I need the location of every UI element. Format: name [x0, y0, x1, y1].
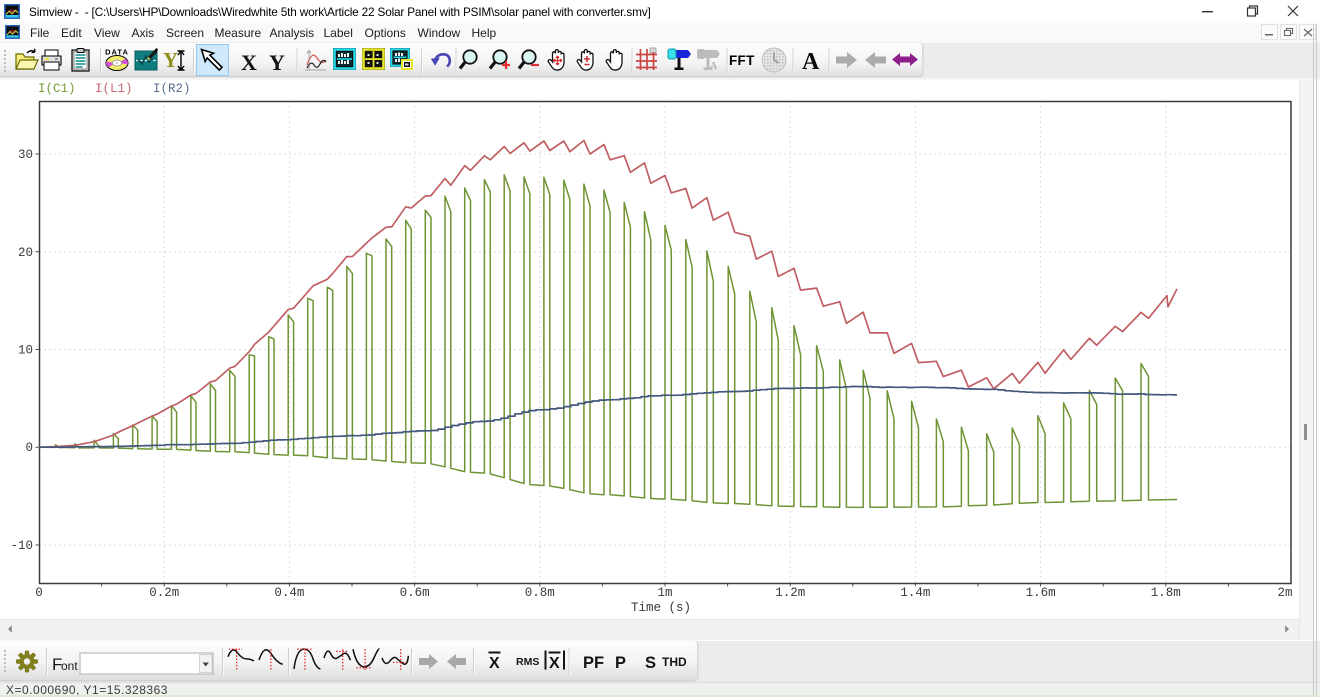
svg-text:A: A [710, 61, 718, 72]
svg-text:0: 0 [25, 441, 33, 455]
svg-text:F: F [52, 655, 62, 674]
svg-text:0.8m: 0.8m [525, 586, 555, 600]
svg-text:0.6m: 0.6m [400, 586, 430, 600]
svg-text:X: X [489, 655, 500, 672]
svg-text:Time (s): Time (s) [631, 601, 691, 615]
svg-text:2m: 2m [1277, 586, 1292, 600]
svg-text:A: A [802, 49, 820, 75]
svg-text:20: 20 [18, 246, 33, 260]
svg-text:0.2m: 0.2m [149, 586, 179, 600]
svg-text:S: S [645, 654, 656, 672]
svg-text:1.2m: 1.2m [775, 586, 805, 600]
svg-text:1.6m: 1.6m [1026, 586, 1056, 600]
svg-text:Y: Y [269, 50, 285, 75]
svg-text:DATA: DATA [105, 48, 129, 57]
svg-text:PF: PF [583, 654, 604, 672]
svg-text:30: 30 [18, 148, 33, 162]
svg-text:ont: ont [61, 659, 78, 673]
svg-text:10: 10 [18, 344, 33, 358]
svg-text:P: P [615, 654, 626, 672]
svg-text:0: 0 [35, 586, 43, 600]
svg-text:1.4m: 1.4m [900, 586, 930, 600]
svg-text:0.4m: 0.4m [274, 586, 304, 600]
svg-text:1.8m: 1.8m [1151, 586, 1181, 600]
svg-text:RMS: RMS [516, 656, 539, 668]
svg-text:1m: 1m [657, 586, 672, 600]
svg-text:FFT: FFT [729, 53, 755, 68]
svg-text:X: X [241, 50, 257, 75]
svg-text:-10: -10 [10, 539, 33, 553]
svg-text:THD: THD [662, 655, 687, 669]
svg-text:Y: Y [163, 48, 178, 72]
svg-text:X: X [549, 655, 560, 672]
